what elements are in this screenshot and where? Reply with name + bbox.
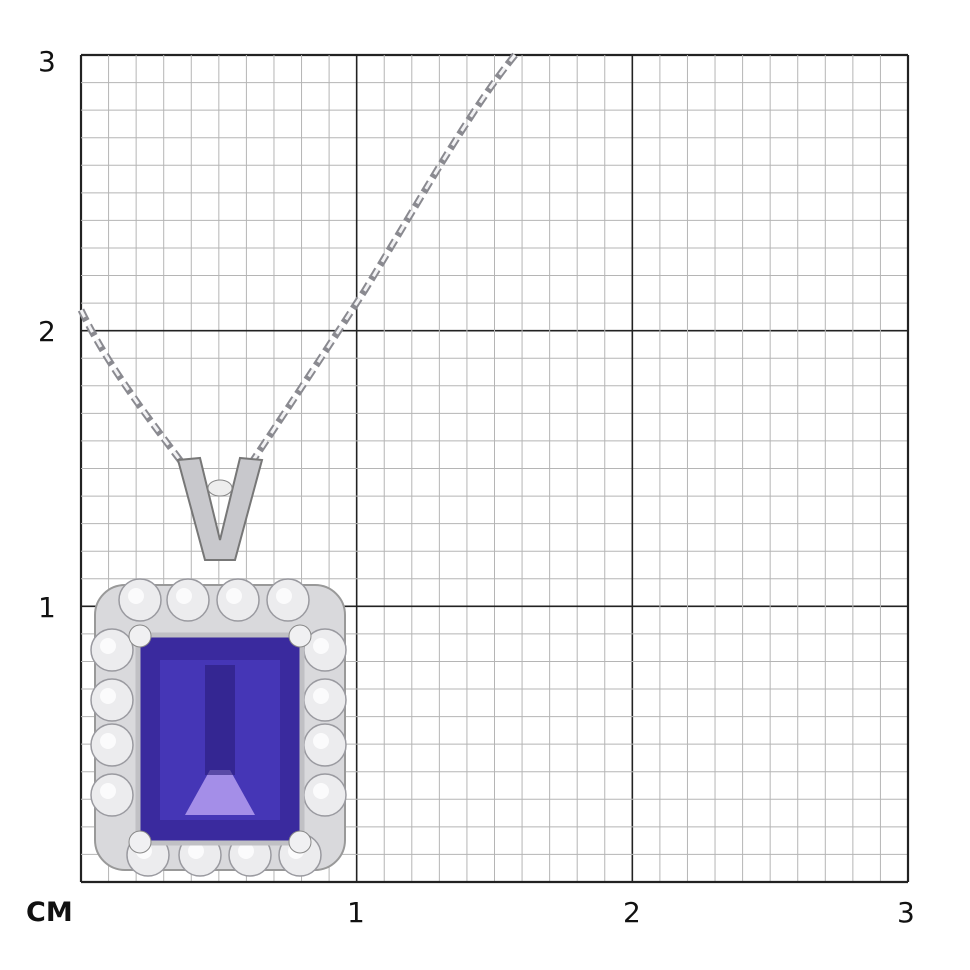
diamond-sparkle (276, 588, 292, 604)
bail-loop (207, 479, 233, 497)
chain-left (77, 308, 198, 483)
diamond-sparkle (226, 588, 242, 604)
pendant-necklace-image (77, 52, 518, 877)
diamond-sparkle (238, 843, 254, 859)
bail (176, 456, 264, 561)
diamond-sparkle (128, 588, 144, 604)
diamond-sparkle (100, 733, 116, 749)
prong (288, 624, 312, 648)
y-label-2: 2 (38, 315, 56, 348)
x-label-2: 2 (623, 896, 641, 929)
diamond-sparkle (100, 783, 116, 799)
x-label-1: 1 (347, 896, 365, 929)
diamond-sparkle (176, 588, 192, 604)
prong (288, 830, 312, 854)
x-label-3: 3 (897, 896, 915, 929)
diamond-sparkle (313, 733, 329, 749)
chain-right-highlight (238, 54, 517, 481)
y-label-1: 1 (38, 591, 56, 624)
chain-left-highlight (79, 309, 197, 481)
prong (128, 830, 152, 854)
diamond-sparkle (100, 688, 116, 704)
prong (128, 624, 152, 648)
diamond-sparkle (313, 638, 329, 654)
diamond-sparkle (313, 783, 329, 799)
gem-facet-highlight (185, 770, 255, 815)
diamond-sparkle (188, 843, 204, 859)
gem-facet-center (205, 665, 235, 775)
unit-label: CM (26, 897, 73, 928)
y-label-3: 3 (38, 45, 56, 78)
diamond-sparkle (313, 688, 329, 704)
diamond-sparkle (100, 638, 116, 654)
